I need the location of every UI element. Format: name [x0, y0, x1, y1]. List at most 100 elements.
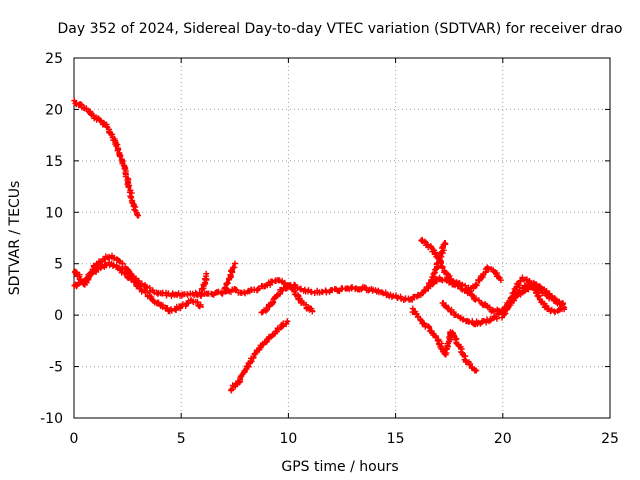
data-point	[555, 309, 558, 313]
data-point	[533, 282, 537, 285]
series-markers	[72, 252, 568, 315]
data-point	[98, 266, 101, 270]
series-rising-arc	[228, 318, 291, 394]
data-point	[149, 297, 153, 300]
data-point	[227, 280, 230, 283]
data-point	[441, 248, 444, 251]
data-point	[293, 291, 297, 294]
data-point	[132, 281, 136, 284]
series-late-upper	[418, 236, 504, 295]
y-tick-label: 10	[45, 205, 63, 221]
data-point	[484, 320, 487, 323]
data-point	[420, 237, 423, 241]
data-point	[533, 287, 537, 290]
data-point	[267, 304, 271, 308]
data-point	[231, 268, 234, 272]
series-lower-band	[71, 259, 204, 315]
data-point	[443, 353, 447, 356]
data-point	[495, 316, 498, 319]
data-point	[205, 272, 209, 276]
data-point	[319, 291, 322, 294]
data-point	[308, 290, 312, 293]
y-tick-label: -5	[49, 360, 63, 376]
data-point	[233, 262, 236, 265]
data-point	[540, 299, 543, 302]
data-point	[92, 115, 95, 118]
x-tick-label: 15	[387, 431, 405, 447]
data-point	[169, 293, 172, 296]
series-late-lower	[409, 305, 480, 374]
data-point	[237, 379, 241, 383]
data-point	[428, 283, 432, 286]
data-point	[443, 239, 447, 243]
data-point	[72, 100, 76, 103]
data-point	[280, 324, 284, 327]
x-tick-label: 20	[494, 431, 512, 447]
data-point	[98, 261, 101, 264]
data-point	[437, 276, 440, 280]
data-point	[452, 311, 455, 315]
data-point	[297, 287, 301, 290]
data-point	[405, 298, 408, 301]
data-point	[467, 363, 470, 366]
data-point	[312, 309, 316, 313]
data-point	[490, 309, 494, 313]
data-point	[520, 276, 524, 280]
data-point	[274, 295, 277, 298]
data-point	[199, 293, 202, 296]
data-point	[351, 287, 354, 290]
data-point	[362, 287, 365, 290]
data-point	[540, 290, 543, 293]
x-tick-label: 25	[601, 431, 619, 447]
x-tick-label: 10	[279, 431, 297, 447]
series-mid-dip	[258, 283, 316, 316]
data-point	[111, 255, 114, 258]
data-point	[98, 119, 101, 122]
data-point	[411, 308, 414, 312]
data-point	[450, 280, 453, 283]
data-point	[280, 289, 284, 292]
data-point	[394, 295, 397, 298]
data-point	[255, 288, 258, 291]
data-point	[473, 322, 477, 325]
series-late-spike	[425, 239, 449, 288]
x-tick-label: 0	[70, 431, 79, 447]
data-point	[85, 108, 89, 111]
data-point	[158, 303, 161, 307]
data-point	[383, 292, 387, 295]
data-point	[128, 188, 131, 191]
axis-ticks: 0 5 10 15 20 25 -10 -5 0 5 10 15 20 25	[40, 51, 619, 447]
series-markers	[499, 274, 568, 321]
data-point	[415, 296, 419, 299]
data-point	[563, 307, 567, 311]
grid-lines	[74, 58, 610, 418]
y-tick-label: 0	[54, 308, 63, 324]
data-point	[527, 280, 530, 283]
data-point	[435, 266, 438, 270]
y-axis-label: SDTVAR / TECUs	[7, 181, 23, 296]
data-point	[149, 289, 153, 292]
data-point	[104, 124, 108, 128]
data-point	[469, 289, 472, 292]
data-point	[124, 272, 127, 276]
data-point	[141, 289, 144, 292]
data-point	[458, 283, 462, 286]
data-point	[158, 292, 161, 295]
data-point	[330, 289, 333, 292]
data-point	[89, 272, 93, 276]
data-point	[117, 259, 121, 262]
data-point	[287, 285, 290, 288]
data-point	[443, 270, 447, 274]
data-point	[508, 301, 511, 304]
data-point	[201, 305, 204, 309]
data-point	[246, 365, 249, 368]
data-point	[493, 269, 496, 273]
data-point	[117, 149, 121, 152]
data-point	[72, 285, 76, 288]
data-point	[190, 292, 194, 295]
data-point	[203, 281, 206, 284]
data-point	[265, 283, 269, 286]
data-point	[372, 289, 376, 292]
data-point	[111, 134, 114, 138]
data-point	[501, 314, 504, 318]
